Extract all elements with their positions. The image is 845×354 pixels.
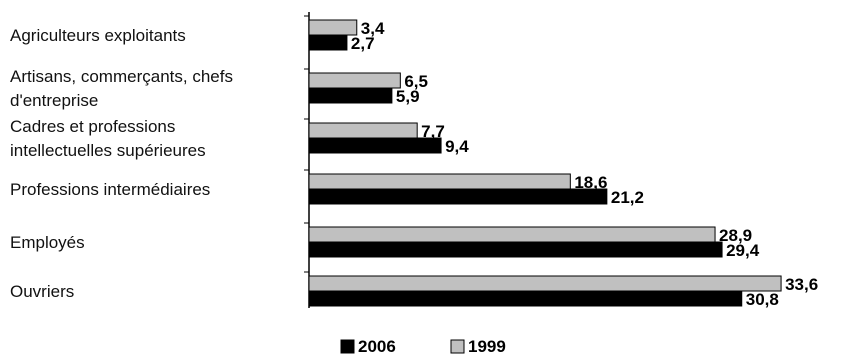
bar-2006 [308, 188, 608, 205]
category-label: Artisans, commerçants, chefs [10, 67, 233, 86]
bar-1999 [308, 19, 358, 36]
legend-swatch-2006 [340, 339, 355, 354]
value-label-2006: 5,9 [396, 87, 420, 106]
value-label-1999: 7,7 [421, 122, 445, 141]
labels-layer: Agriculteurs exploitants 3,42,7 Artisans, … [10, 19, 818, 309]
bar-2006 [308, 241, 723, 258]
bar-1999 [308, 226, 716, 243]
value-label-1999: 18,6 [574, 173, 607, 192]
value-label-2006: 2,7 [351, 34, 375, 53]
bar-2006 [308, 87, 393, 104]
value-label-2006: 21,2 [611, 188, 644, 207]
category-label: Cadres et professions [10, 117, 175, 136]
legend-label-2006: 2006 [358, 337, 396, 354]
bar-1999 [308, 275, 782, 292]
value-label-2006: 9,4 [445, 137, 469, 156]
value-label-1999: 28,9 [719, 226, 752, 245]
bar-2006 [308, 137, 442, 154]
bar-2006 [308, 290, 743, 307]
value-label-1999: 6,5 [404, 72, 428, 91]
value-label-1999: 3,4 [361, 19, 385, 38]
category-label: Ouvriers [10, 282, 74, 301]
category-label: Professions intermédiaires [10, 180, 210, 199]
legend-label-1999: 1999 [468, 337, 506, 354]
category-label: Agriculteurs exploitants [10, 26, 186, 45]
bar-1999 [308, 173, 571, 190]
bar-1999 [308, 72, 401, 89]
legend: 2006 1999 [340, 337, 506, 354]
bars-layer [308, 19, 782, 307]
bar-1999 [308, 122, 418, 139]
value-label-2006: 29,4 [726, 241, 760, 260]
legend-swatch-1999 [450, 339, 465, 354]
category-label: intellectuelles supérieures [10, 141, 206, 160]
category-label: d'entreprise [10, 91, 98, 110]
value-label-2006: 30,8 [746, 290, 779, 309]
category-label: Employés [10, 233, 85, 252]
axis-layer [304, 12, 310, 308]
value-label-1999: 33,6 [785, 275, 818, 294]
bar-2006 [308, 34, 348, 51]
